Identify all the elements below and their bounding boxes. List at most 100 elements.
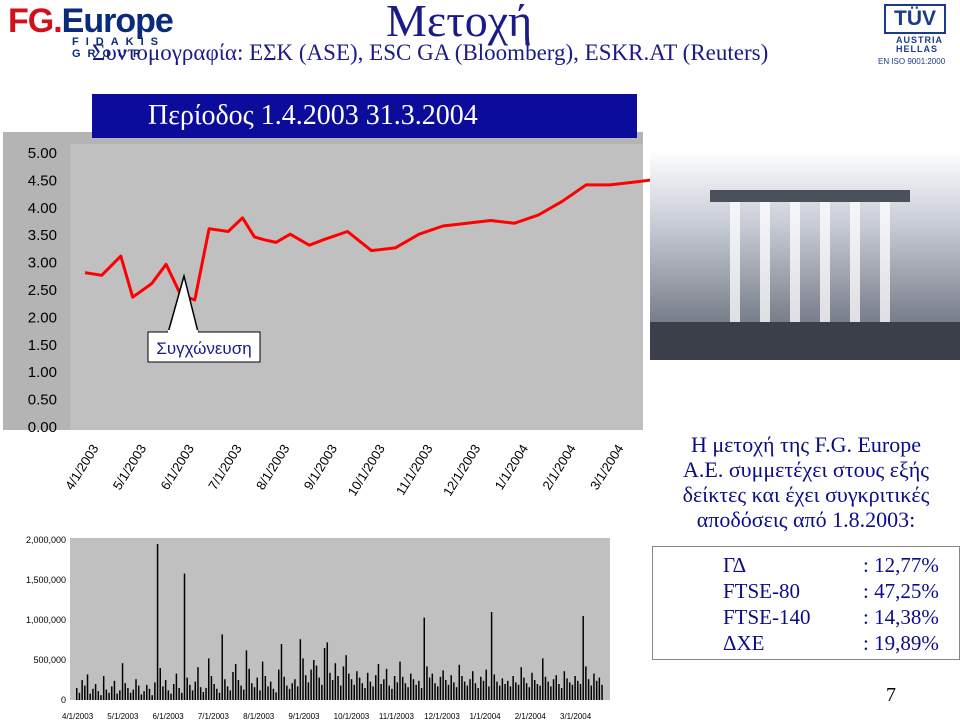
volume-bar (560, 688, 563, 700)
volume-bar (353, 684, 355, 700)
price-y-tick-label: 0.00 (28, 419, 57, 436)
volume-bar (326, 642, 329, 700)
price-x-tick-label: 9/1/2003 (301, 442, 341, 493)
volume-bar (76, 688, 78, 700)
volume-bar (423, 617, 425, 700)
volume-bar (396, 682, 399, 700)
volume-bar (496, 681, 498, 700)
volume-bar (412, 679, 415, 700)
volume-bar (286, 685, 288, 700)
volume-bar (129, 692, 132, 700)
volume-x-tick-label: 2/1/2004 (515, 712, 547, 721)
volume-bar (210, 676, 213, 700)
volume-bar (253, 687, 256, 700)
volume-bar (461, 676, 463, 700)
volume-bar (480, 676, 482, 700)
volume-bar (358, 677, 361, 700)
price-plot-area (70, 144, 643, 430)
index-name: ΓΔ (723, 553, 747, 577)
volume-bar (323, 648, 326, 700)
price-y-tick-label: 3.00 (28, 255, 57, 272)
volume-bar (218, 692, 221, 700)
volume-bar (501, 678, 504, 700)
volume-bar (350, 679, 353, 700)
volume-x-tick-label: 12/1/2003 (424, 712, 460, 721)
volume-bar (280, 644, 283, 700)
price-x-tick-label: 11/1/2003 (393, 442, 436, 498)
volume-bar (299, 639, 302, 700)
volume-bar (366, 672, 369, 700)
volume-bar (135, 679, 137, 700)
volume-bar (321, 684, 323, 700)
volume-bar (113, 680, 116, 700)
volume-bar (248, 668, 250, 700)
volume-bar (523, 677, 525, 700)
volume-bar (337, 676, 339, 700)
ticker-symbols: Συντομογραφία: ΕΣΚ (ASE), ESC GA (Bloomb… (92, 40, 769, 65)
price-x-tick-label: 3/1/2004 (587, 442, 627, 493)
volume-bar (340, 685, 342, 700)
callout-box (147, 331, 261, 363)
volume-bar (199, 687, 202, 700)
volume-bar (315, 665, 318, 700)
volume-bar (498, 685, 501, 700)
volume-x-tick-label: 9/1/2003 (288, 712, 320, 721)
volume-bar (342, 666, 345, 700)
volume-bar (348, 673, 350, 700)
volume-bar (216, 688, 218, 700)
volume-bar (418, 680, 420, 700)
volume-bar (278, 669, 280, 700)
volume-bar (531, 672, 533, 700)
volume-bar (121, 663, 124, 700)
volume-bar (439, 676, 442, 700)
volume-bar (356, 671, 358, 700)
index-value: : 12,77% (863, 553, 939, 577)
volume-bar (453, 682, 455, 700)
volume-y-tick-label: 0 (61, 695, 66, 705)
volume-x-tick-label: 8/1/2003 (243, 712, 275, 721)
volume-bar (108, 692, 110, 700)
volume-bar (466, 685, 469, 700)
volume-x-tick-label: 1/1/2004 (469, 712, 501, 721)
merger-callout: Συγχώνευση (147, 273, 261, 363)
index-row: FTSE-80: 47,25% (723, 579, 939, 604)
volume-bar (504, 684, 506, 700)
volume-bar (434, 683, 436, 700)
building-photo (650, 150, 960, 360)
volume-bar (294, 679, 296, 700)
volume-bar (127, 688, 129, 700)
callout-text: Συγχώνευση (156, 339, 251, 358)
tuv-mark: TÜV (884, 4, 946, 34)
period-banner: Περίοδος 1.4.2003 31.3.2004 (92, 94, 637, 138)
iso-label: EN ISO 9001:2000 (878, 57, 946, 66)
volume-plot-area (70, 538, 610, 700)
volume-bar (329, 672, 331, 700)
volume-x-tick-label: 5/1/2003 (107, 712, 139, 721)
volume-bar (318, 677, 320, 700)
volume-bar (307, 682, 310, 700)
company-logo: FG.Europe FIDAKIS GROUP (8, 4, 223, 60)
volume-bar (269, 681, 272, 700)
volume-bar (167, 690, 170, 700)
info-panel: Η μετοχή της F.G. Europe Α.Ε. συμμετέχει… (652, 428, 960, 545)
volume-bar (111, 686, 113, 700)
volume-bar (525, 683, 528, 700)
price-x-tick-label: 8/1/2003 (253, 442, 293, 493)
volume-bar (520, 667, 522, 700)
volume-bar (407, 687, 409, 700)
volume-bar (181, 692, 183, 700)
volume-bar (288, 688, 291, 700)
volume-bar (463, 681, 466, 700)
volume-bar (151, 695, 153, 700)
volume-bar (375, 675, 377, 700)
price-y-tick-label: 5.00 (28, 145, 57, 162)
volume-bar (469, 679, 471, 700)
volume-bar (302, 658, 304, 700)
volume-bar (313, 660, 315, 700)
volume-bar (593, 673, 595, 700)
volume-bar (304, 675, 307, 700)
volume-bar (595, 680, 598, 700)
volume-bar (542, 658, 544, 700)
price-x-tick-label: 6/1/2003 (157, 442, 197, 493)
volume-bar (558, 684, 560, 700)
